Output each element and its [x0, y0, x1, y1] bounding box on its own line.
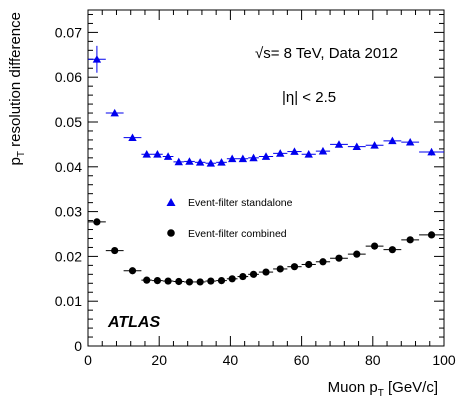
y-tick-label: 0.06: [55, 69, 82, 85]
data-point: [174, 157, 183, 166]
data-point: [276, 265, 284, 273]
data-point: [388, 136, 397, 145]
data-point: [406, 236, 414, 244]
y-axis-title: pT resolution difference: [7, 12, 27, 165]
energy-annotation: √s= 8 TeV, Data 2012: [255, 45, 398, 62]
data-point: [318, 146, 328, 155]
data-point: [153, 150, 162, 158]
x-tick-label: 100: [432, 352, 456, 368]
data-point: [228, 275, 236, 283]
y-tick-label: 0: [74, 338, 82, 354]
data-point: [196, 278, 204, 286]
data-point: [276, 149, 285, 157]
legend-marker-standalone: [166, 198, 176, 206]
data-point: [305, 260, 313, 269]
data-point: [353, 250, 361, 258]
legend-marker-combined: [167, 229, 175, 237]
data-point: [249, 270, 258, 278]
data-point: [111, 246, 119, 255]
y-axis-title-rest: resolution difference: [7, 12, 24, 151]
data-point: [227, 154, 237, 163]
y-tick-label: 0.05: [55, 114, 82, 130]
data-point: [261, 152, 271, 160]
data-point: [249, 153, 258, 162]
plot-frame: [87, 9, 445, 347]
data-point: [153, 276, 162, 285]
data-point: [238, 154, 248, 163]
data-point: [92, 55, 102, 63]
data-point: [335, 254, 343, 262]
data-point: [128, 267, 137, 275]
data-point: [290, 147, 299, 155]
y-axis-title-sub: T: [16, 151, 27, 157]
legend-label-combined: Event-filter combined: [188, 228, 287, 240]
y-tick-label: 0.01: [55, 293, 82, 309]
energy-text: = 8 TeV, Data 2012: [271, 45, 398, 62]
data-point: [319, 258, 327, 266]
atlas-label: ATLAS: [107, 314, 160, 331]
data-point: [175, 277, 183, 286]
data-point: [142, 150, 151, 158]
x-tick-label: 20: [151, 352, 167, 368]
y-axis-title-main: p: [7, 157, 24, 165]
x-axis-title-sub: T: [378, 388, 384, 399]
axis-ticks: 0 20 40 60 80 100 0 0.01 0.02 0.03 0.04 0.05 0.06 0.0…: [55, 10, 456, 368]
data-point: [164, 277, 172, 285]
series-layer: [88, 45, 444, 286]
series-standalone: [88, 45, 444, 167]
data-point: [143, 276, 151, 284]
data-point: [388, 246, 396, 254]
x-axis-title-main: Muon p: [328, 379, 378, 396]
x-tick-label: 60: [294, 352, 310, 368]
legend: Event-filter standalone Event-filter com…: [166, 197, 293, 240]
data-point: [427, 147, 436, 156]
data-point: [262, 268, 270, 276]
data-point: [185, 157, 194, 165]
data-point: [217, 276, 226, 285]
data-point: [110, 108, 119, 117]
data-point: [163, 152, 173, 160]
series-combined: [88, 218, 444, 286]
x-axis-title: Muon pT [GeV/c]: [328, 379, 438, 399]
data-point: [93, 218, 101, 226]
data-point: [128, 133, 137, 142]
data-point: [207, 277, 215, 285]
energy-sqrt: √s: [255, 45, 271, 62]
data-point: [370, 242, 379, 250]
data-point: [427, 231, 436, 239]
data-point: [239, 272, 247, 281]
data-point: [304, 150, 313, 158]
data-point: [195, 158, 205, 166]
legend-label-standalone: Event-filter standalone: [188, 197, 293, 209]
x-axis-title-unit: [GeV/c]: [384, 379, 438, 396]
data-point: [334, 140, 344, 148]
y-tick-label: 0.04: [55, 159, 82, 175]
eta-annotation: |η| < 2.5: [282, 89, 336, 106]
y-tick-label: 0.07: [55, 24, 82, 40]
data-point: [185, 278, 194, 286]
x-tick-label: 40: [223, 352, 239, 368]
data-point: [352, 142, 361, 150]
y-tick-label: 0.03: [55, 204, 82, 220]
x-tick-label: 0: [84, 352, 92, 368]
data-point: [370, 141, 379, 149]
data-point: [290, 263, 299, 271]
data-point: [206, 159, 216, 167]
y-tick-label: 0.02: [55, 248, 82, 264]
data-point: [405, 137, 415, 146]
x-tick-label: 80: [365, 352, 381, 368]
data-point: [217, 158, 226, 166]
